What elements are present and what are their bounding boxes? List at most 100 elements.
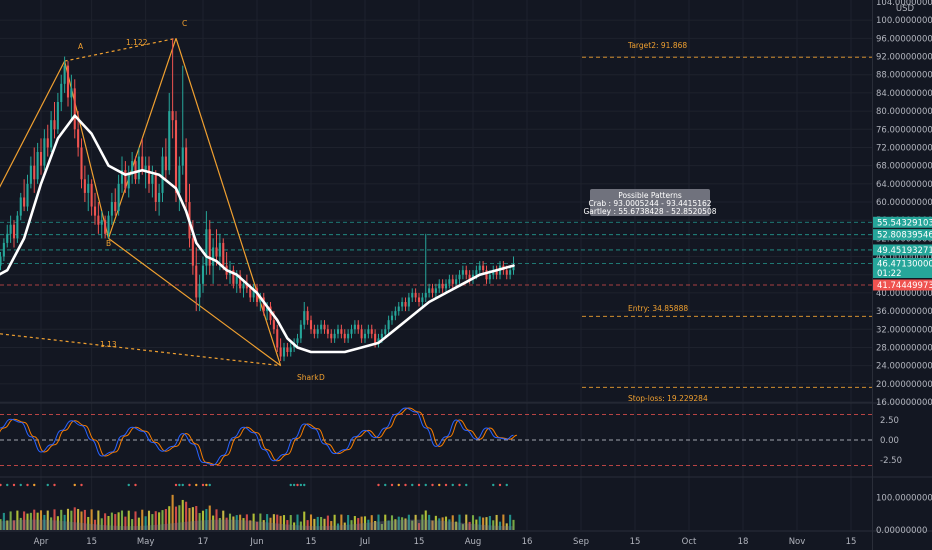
volume-bar-49 — [154, 511, 157, 530]
candle-body-137 — [451, 279, 454, 284]
volume-bar-131 — [431, 520, 434, 530]
volume-bar-93 — [303, 511, 306, 530]
volume-bar-80 — [259, 513, 262, 530]
candle-body-41 — [127, 174, 130, 189]
volume-bar-41 — [127, 510, 130, 530]
volume-bar-141 — [465, 514, 468, 530]
candle-body-145 — [478, 265, 481, 271]
entry-label: Entry: 34.85888 — [628, 304, 688, 313]
volume-bar-107 — [350, 520, 353, 530]
volume-bar-76 — [245, 514, 248, 530]
candle-body-82 — [266, 306, 269, 312]
volume-bar-151 — [498, 521, 502, 530]
signal-marker-25 — [303, 483, 306, 487]
volume-bar-124 — [407, 514, 410, 530]
volume-bar-86 — [279, 515, 282, 530]
candle-body-87 — [282, 347, 286, 357]
candle-body-53 — [168, 111, 171, 171]
tooltip-box — [590, 189, 710, 216]
signal-marker-27 — [384, 483, 387, 487]
volume-bar-4 — [2, 512, 5, 530]
price-axis-top-label: 104.00000000 — [876, 0, 932, 8]
volume-bar-21 — [60, 509, 63, 530]
price-tick-17: 32.00000000 — [876, 325, 932, 335]
volume-bar-79 — [255, 521, 259, 530]
volume-bar-126 — [414, 514, 417, 530]
candle-body-121 — [397, 306, 400, 312]
volume-bar-18 — [50, 517, 53, 530]
volume-bar-5 — [6, 520, 9, 530]
volume-bar-56 — [178, 505, 181, 530]
signal-marker-12 — [134, 483, 137, 487]
candle-body-18 — [50, 120, 53, 148]
volume-bar-150 — [495, 514, 498, 530]
volume-bar-142 — [468, 521, 471, 530]
point-b-label: B — [106, 239, 111, 248]
time-tick-15: 15 — [846, 537, 857, 547]
candle-body-104 — [340, 329, 343, 334]
candle-body-19 — [53, 120, 56, 130]
volume-bar-7 — [12, 520, 16, 530]
candle-body-51 — [161, 156, 164, 193]
price-tick-9: 64.00000000 — [876, 180, 932, 190]
candle-body-52 — [164, 156, 167, 171]
volume-average-area — [0, 519, 514, 530]
volume-bar-3 — [0, 519, 2, 530]
volume-bar-22 — [63, 514, 66, 530]
signal-marker-14 — [178, 483, 181, 487]
volume-bar-134 — [441, 517, 444, 530]
price-tick-0: 100.00000000 — [876, 16, 932, 26]
volume-bar-144 — [475, 519, 478, 530]
leg-bd — [108, 237, 281, 367]
candle-body-99 — [323, 324, 326, 330]
volume-bar-83 — [269, 517, 272, 530]
signal-marker-31 — [411, 483, 414, 487]
volume-bar-58 — [185, 501, 188, 530]
volume-bar-75 — [242, 518, 245, 530]
price-tag-3: 46.47130000 — [877, 260, 932, 270]
candle-body-45 — [141, 156, 144, 171]
signal-marker-24 — [299, 483, 303, 487]
candle-body-49 — [154, 174, 157, 202]
candle-body-10 — [23, 197, 26, 207]
volume-bar-95 — [309, 514, 313, 530]
candle-body-3 — [0, 256, 2, 266]
volume-tick-0: 100.00000000 — [876, 494, 932, 504]
level-labels: Target2: 91.868 Entry: 34.85888 Stop-los… — [627, 41, 708, 403]
volume-bar-120 — [394, 519, 397, 530]
volume-bar-57 — [181, 499, 184, 530]
volume-bar-34 — [104, 513, 107, 530]
volume-bar-127 — [417, 523, 421, 530]
candle-body-9 — [19, 197, 22, 216]
signal-marker-23 — [296, 483, 299, 487]
candle-body-24 — [70, 88, 73, 98]
volume-bar-65 — [208, 505, 211, 530]
candle-body-101 — [330, 333, 333, 339]
volume-bar-94 — [306, 520, 309, 530]
signal-marker-26 — [377, 483, 380, 487]
candle-body-23 — [66, 65, 70, 98]
signal-marker-4 — [19, 483, 22, 487]
price-tick-20: 20.00000000 — [876, 380, 932, 390]
signal-marker-3 — [12, 483, 16, 487]
volume-bar-61 — [195, 506, 198, 530]
osc-main-line — [0, 407, 514, 466]
candle-body-39 — [120, 170, 124, 184]
volume-bar-125 — [411, 520, 414, 530]
volume-bar-36 — [110, 512, 113, 530]
volume-bar-48 — [151, 514, 154, 530]
candle-body-111 — [363, 333, 367, 339]
volume-bar-81 — [262, 520, 265, 530]
candle-body-26 — [77, 129, 80, 148]
time-tick-10: Sep — [573, 537, 589, 547]
volume-bar-69 — [222, 510, 225, 530]
candle-body-16 — [43, 138, 46, 166]
candle-body-13 — [33, 165, 36, 180]
volume-bar-62 — [198, 513, 201, 530]
volume-bar-146 — [482, 517, 485, 530]
signal-marker-39 — [465, 483, 468, 487]
candle-body-154 — [509, 270, 512, 275]
volume-bar-98 — [320, 516, 323, 530]
candle-body-122 — [401, 302, 404, 307]
